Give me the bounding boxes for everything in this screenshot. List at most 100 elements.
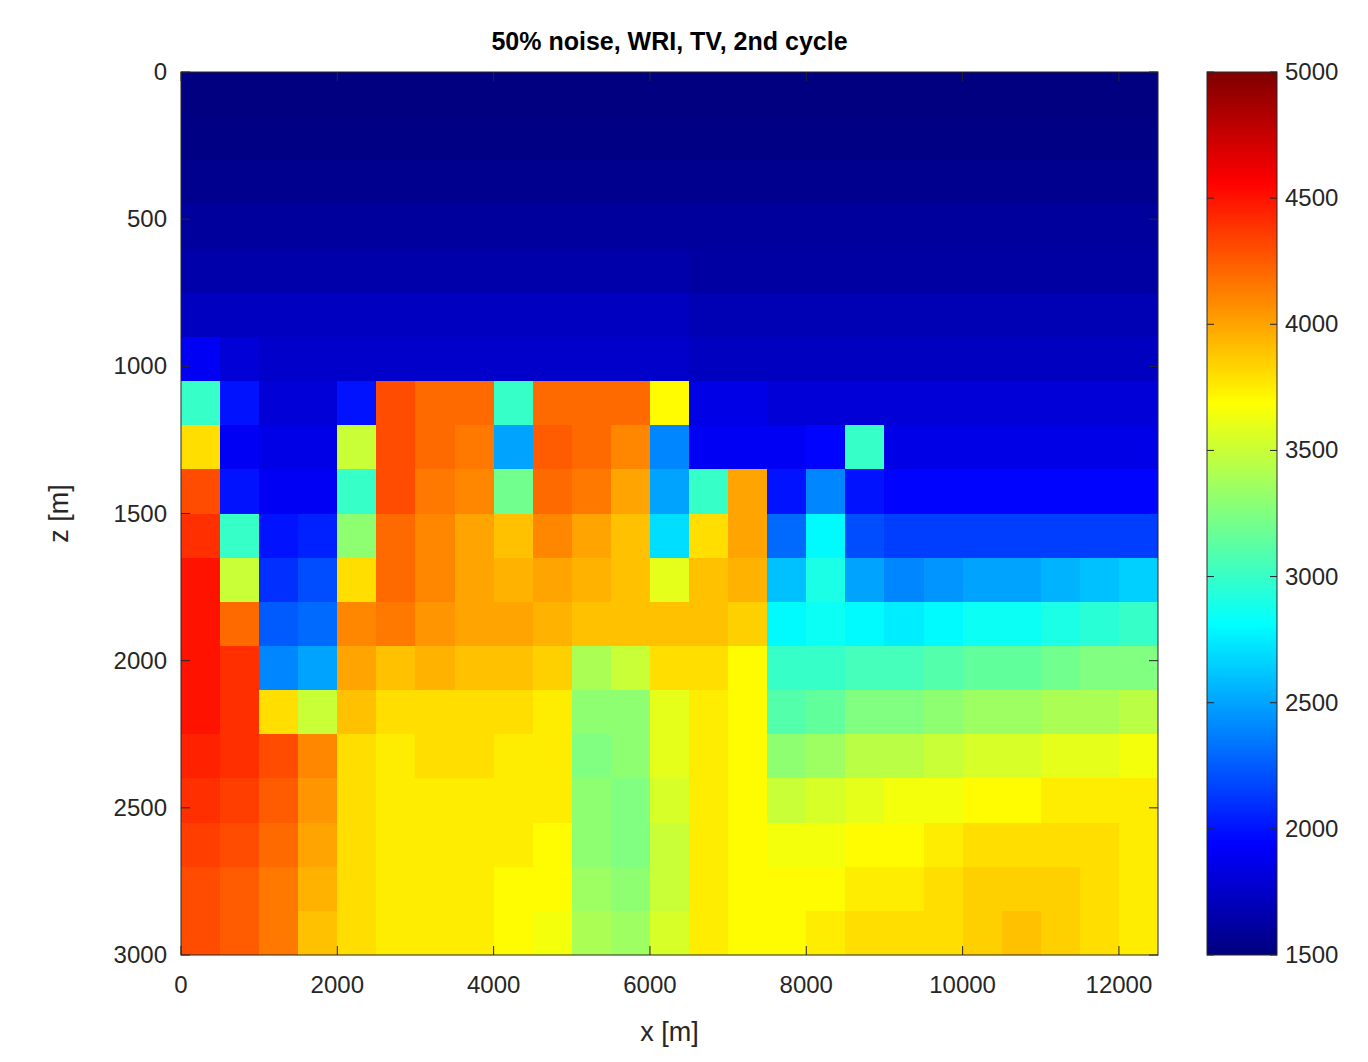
cell xyxy=(181,646,221,691)
cell xyxy=(1002,381,1042,426)
x-tick-top xyxy=(493,72,494,81)
cell xyxy=(1119,911,1158,955)
cell xyxy=(455,249,495,294)
cell xyxy=(611,778,651,823)
cell xyxy=(806,646,846,691)
cell xyxy=(494,249,534,294)
cell xyxy=(806,778,846,823)
cell xyxy=(963,204,1003,249)
cell xyxy=(337,469,377,514)
cell xyxy=(1041,823,1081,868)
cell xyxy=(767,293,807,338)
cell xyxy=(767,911,807,955)
cell xyxy=(1119,558,1158,603)
cell xyxy=(181,867,221,912)
cell xyxy=(376,734,416,779)
cell xyxy=(767,116,807,161)
cell xyxy=(415,425,455,470)
cell xyxy=(259,602,299,647)
cell xyxy=(728,602,768,647)
cell xyxy=(376,867,416,912)
colorbar-tick-left xyxy=(1207,72,1214,73)
cell xyxy=(298,425,338,470)
x-axis-label: x [m] xyxy=(640,1017,699,1047)
cell xyxy=(924,72,964,117)
cell xyxy=(533,734,573,779)
cell xyxy=(1119,381,1158,426)
colorbar-tick-left xyxy=(1207,955,1214,956)
cell xyxy=(1119,204,1158,249)
y-tick-right xyxy=(1149,219,1158,220)
cell xyxy=(259,778,299,823)
cell xyxy=(1002,293,1042,338)
cell xyxy=(337,823,377,868)
y-tick-label: 500 xyxy=(127,205,167,232)
cell xyxy=(884,469,924,514)
cell xyxy=(1080,249,1120,294)
cell xyxy=(650,160,690,205)
cell xyxy=(181,734,221,779)
cell xyxy=(884,823,924,868)
cell xyxy=(924,204,964,249)
cell xyxy=(572,469,612,514)
cell xyxy=(220,690,260,735)
cell xyxy=(611,204,651,249)
cell xyxy=(1080,690,1120,735)
cell xyxy=(298,249,338,294)
cell xyxy=(455,778,495,823)
x-tick-top xyxy=(649,72,650,81)
cell xyxy=(845,558,885,603)
cell xyxy=(1080,425,1120,470)
y-tick xyxy=(181,807,190,808)
cell xyxy=(259,734,299,779)
colorbar-tick-label: 5000 xyxy=(1285,58,1338,85)
cell xyxy=(728,425,768,470)
colorbar-tick-left xyxy=(1207,702,1214,703)
cell xyxy=(963,823,1003,868)
cell xyxy=(689,646,729,691)
cell xyxy=(1119,337,1158,382)
cell xyxy=(689,514,729,559)
cell xyxy=(884,778,924,823)
cell xyxy=(884,734,924,779)
cell xyxy=(181,381,221,426)
cell xyxy=(924,381,964,426)
cell xyxy=(963,778,1003,823)
cell xyxy=(884,160,924,205)
cell xyxy=(1002,558,1042,603)
cell xyxy=(650,778,690,823)
cell xyxy=(963,867,1003,912)
cell xyxy=(1119,734,1158,779)
x-tick xyxy=(649,946,650,955)
cell xyxy=(533,514,573,559)
cell xyxy=(455,425,495,470)
cell xyxy=(884,911,924,955)
cell xyxy=(1041,867,1081,912)
cell xyxy=(1080,204,1120,249)
cell xyxy=(1002,823,1042,868)
cell xyxy=(767,867,807,912)
cell xyxy=(1041,690,1081,735)
y-axis-label: z [m] xyxy=(44,484,74,543)
cell xyxy=(728,249,768,294)
cell xyxy=(884,867,924,912)
cell xyxy=(611,249,651,294)
cell xyxy=(1041,734,1081,779)
cell xyxy=(298,690,338,735)
cell xyxy=(689,734,729,779)
colorbar-tick xyxy=(1270,198,1277,199)
cell xyxy=(650,337,690,382)
cell xyxy=(1002,116,1042,161)
cell xyxy=(845,690,885,735)
cell xyxy=(689,160,729,205)
y-tick-label: 1500 xyxy=(114,500,167,527)
cell xyxy=(884,425,924,470)
cell xyxy=(494,381,534,426)
cell xyxy=(611,646,651,691)
x-tick xyxy=(337,946,338,955)
colorbar-tick xyxy=(1270,955,1277,956)
cell xyxy=(611,734,651,779)
cell xyxy=(806,823,846,868)
cell xyxy=(455,72,495,117)
cell xyxy=(455,867,495,912)
